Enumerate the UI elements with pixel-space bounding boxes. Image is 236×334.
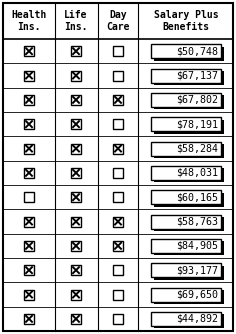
Bar bbox=[71, 46, 81, 56]
Text: Life
Ins.: Life Ins. bbox=[64, 10, 88, 32]
Bar bbox=[151, 190, 221, 204]
Bar bbox=[71, 144, 81, 154]
Text: $67,802: $67,802 bbox=[176, 95, 218, 105]
Text: $93,177: $93,177 bbox=[176, 265, 218, 275]
Bar bbox=[151, 142, 221, 156]
Bar bbox=[151, 68, 221, 82]
Bar bbox=[151, 93, 221, 107]
Bar bbox=[71, 290, 81, 300]
Bar bbox=[151, 44, 221, 58]
Bar bbox=[71, 241, 81, 251]
Text: $84,905: $84,905 bbox=[176, 241, 218, 251]
Text: $67,137: $67,137 bbox=[176, 70, 218, 80]
Bar bbox=[151, 117, 221, 131]
Bar bbox=[71, 95, 81, 105]
Bar bbox=[153, 71, 223, 85]
Bar bbox=[113, 168, 123, 178]
Bar bbox=[153, 241, 223, 255]
Bar bbox=[113, 216, 123, 226]
Bar bbox=[24, 192, 34, 202]
Bar bbox=[71, 192, 81, 202]
Bar bbox=[71, 119, 81, 129]
Text: $50,748: $50,748 bbox=[176, 46, 218, 56]
Bar bbox=[113, 95, 123, 105]
Text: Health
Ins.: Health Ins. bbox=[11, 10, 47, 32]
Text: $58,284: $58,284 bbox=[176, 144, 218, 154]
Bar bbox=[24, 290, 34, 300]
Bar bbox=[113, 119, 123, 129]
Bar bbox=[151, 239, 221, 253]
Bar bbox=[113, 290, 123, 300]
Bar bbox=[71, 314, 81, 324]
Bar bbox=[71, 265, 81, 275]
Text: $78,191: $78,191 bbox=[176, 119, 218, 129]
Bar bbox=[113, 46, 123, 56]
Text: Day
Care: Day Care bbox=[106, 10, 130, 32]
Bar bbox=[24, 241, 34, 251]
Bar bbox=[151, 166, 221, 180]
Bar bbox=[151, 263, 221, 277]
Bar bbox=[113, 314, 123, 324]
Bar bbox=[24, 46, 34, 56]
Bar bbox=[71, 168, 81, 178]
Bar bbox=[71, 216, 81, 226]
Bar bbox=[151, 214, 221, 228]
Bar bbox=[24, 119, 34, 129]
Bar bbox=[24, 265, 34, 275]
Bar bbox=[113, 241, 123, 251]
Bar bbox=[24, 70, 34, 80]
Text: $48,031: $48,031 bbox=[176, 168, 218, 178]
Text: $69,650: $69,650 bbox=[176, 290, 218, 300]
Bar bbox=[153, 144, 223, 158]
Bar bbox=[24, 144, 34, 154]
Bar bbox=[24, 314, 34, 324]
Bar bbox=[151, 312, 221, 326]
Text: $44,892: $44,892 bbox=[176, 314, 218, 324]
Bar bbox=[151, 288, 221, 302]
Bar bbox=[153, 95, 223, 109]
Bar bbox=[113, 144, 123, 154]
Bar bbox=[24, 95, 34, 105]
Text: Salary Plus
Benefits: Salary Plus Benefits bbox=[154, 10, 218, 32]
Bar bbox=[24, 168, 34, 178]
Bar bbox=[113, 192, 123, 202]
Bar bbox=[24, 216, 34, 226]
Bar bbox=[153, 266, 223, 280]
Bar bbox=[71, 70, 81, 80]
Bar bbox=[153, 290, 223, 304]
Bar bbox=[153, 168, 223, 182]
Bar bbox=[113, 70, 123, 80]
Text: $58,763: $58,763 bbox=[176, 216, 218, 226]
Bar bbox=[153, 120, 223, 134]
Bar bbox=[153, 193, 223, 207]
Bar bbox=[153, 314, 223, 328]
Bar bbox=[153, 217, 223, 231]
Bar bbox=[153, 47, 223, 61]
Text: $60,165: $60,165 bbox=[176, 192, 218, 202]
Bar bbox=[113, 265, 123, 275]
